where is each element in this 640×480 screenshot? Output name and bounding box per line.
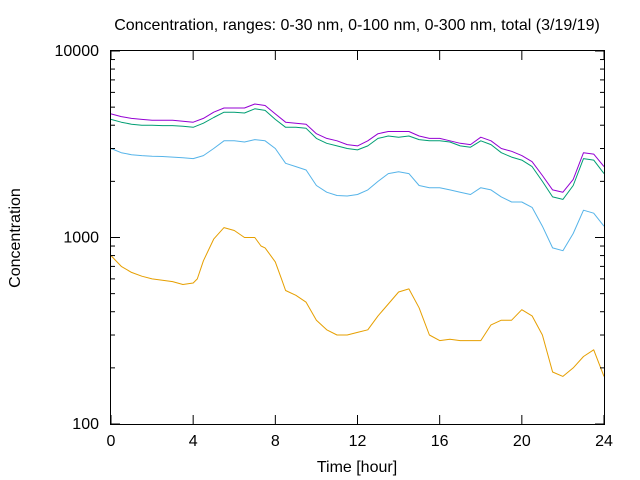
- series-line-1: [110, 227, 605, 377]
- minor-tick-layer: [111, 59, 604, 369]
- x-tick-layer: 0 4 8 12 16 20 24: [107, 51, 613, 450]
- x-axis-label: Time [hour]: [317, 459, 397, 476]
- y-tick-layer: 100 1000 10000: [55, 43, 604, 433]
- series-line-4: [110, 103, 605, 193]
- x-tick-label: 4: [189, 433, 198, 450]
- x-tick-label: 20: [513, 433, 531, 450]
- x-tick-label: 0: [107, 433, 116, 450]
- series-line-3: [110, 108, 605, 200]
- x-tick-label: 16: [431, 433, 449, 450]
- plot-frame: [110, 50, 605, 425]
- series-layer: [110, 103, 605, 377]
- y-tick-label: 1000: [63, 230, 99, 247]
- y-tick-label: 10000: [55, 43, 100, 60]
- x-tick-label: 12: [349, 433, 367, 450]
- chart-title: Concentration, ranges: 0-30 nm, 0-100 nm…: [114, 17, 600, 34]
- x-tick-label: 24: [595, 433, 613, 450]
- y-tick-label: 100: [72, 416, 99, 433]
- series-line-2: [110, 139, 605, 252]
- y-axis-label: Concentration: [7, 188, 24, 288]
- x-tick-label: 8: [271, 433, 280, 450]
